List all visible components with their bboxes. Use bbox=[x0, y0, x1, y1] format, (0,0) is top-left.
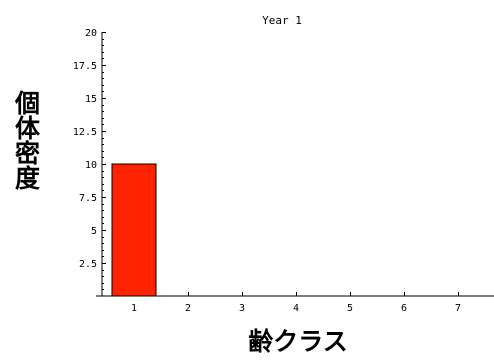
y-tick-label: 10 bbox=[85, 160, 97, 171]
y-axis-label: 個体密度 bbox=[12, 90, 42, 191]
y-tick-label: 20 bbox=[85, 28, 97, 39]
x-tick-label: 2 bbox=[185, 303, 191, 314]
y-tick-label: 17.5 bbox=[73, 61, 97, 72]
chart-title: Year 1 bbox=[262, 14, 302, 27]
x-tick-label: 5 bbox=[347, 303, 353, 314]
x-tick-label: 4 bbox=[293, 303, 299, 314]
y-tick-label: 7.5 bbox=[79, 193, 97, 204]
x-tick-label: 7 bbox=[455, 303, 461, 314]
y-tick-label: 2.5 bbox=[79, 259, 97, 270]
x-tick-label: 1 bbox=[131, 303, 137, 314]
y-tick-label: 12.5 bbox=[73, 127, 97, 138]
y-axis: 2.5 5 7.5 10 12.5 15 17.5 20 bbox=[73, 28, 106, 296]
bars bbox=[111, 163, 157, 297]
x-axis: 1 2 3 4 5 6 7 bbox=[96, 292, 494, 314]
y-tick-label: 5 bbox=[91, 226, 97, 237]
x-tick-label: 6 bbox=[401, 303, 407, 314]
x-tick-label: 3 bbox=[239, 303, 245, 314]
y-tick-label: 15 bbox=[85, 94, 97, 105]
bar-1 bbox=[111, 163, 157, 297]
x-axis-label: 齢クラス bbox=[248, 327, 348, 356]
